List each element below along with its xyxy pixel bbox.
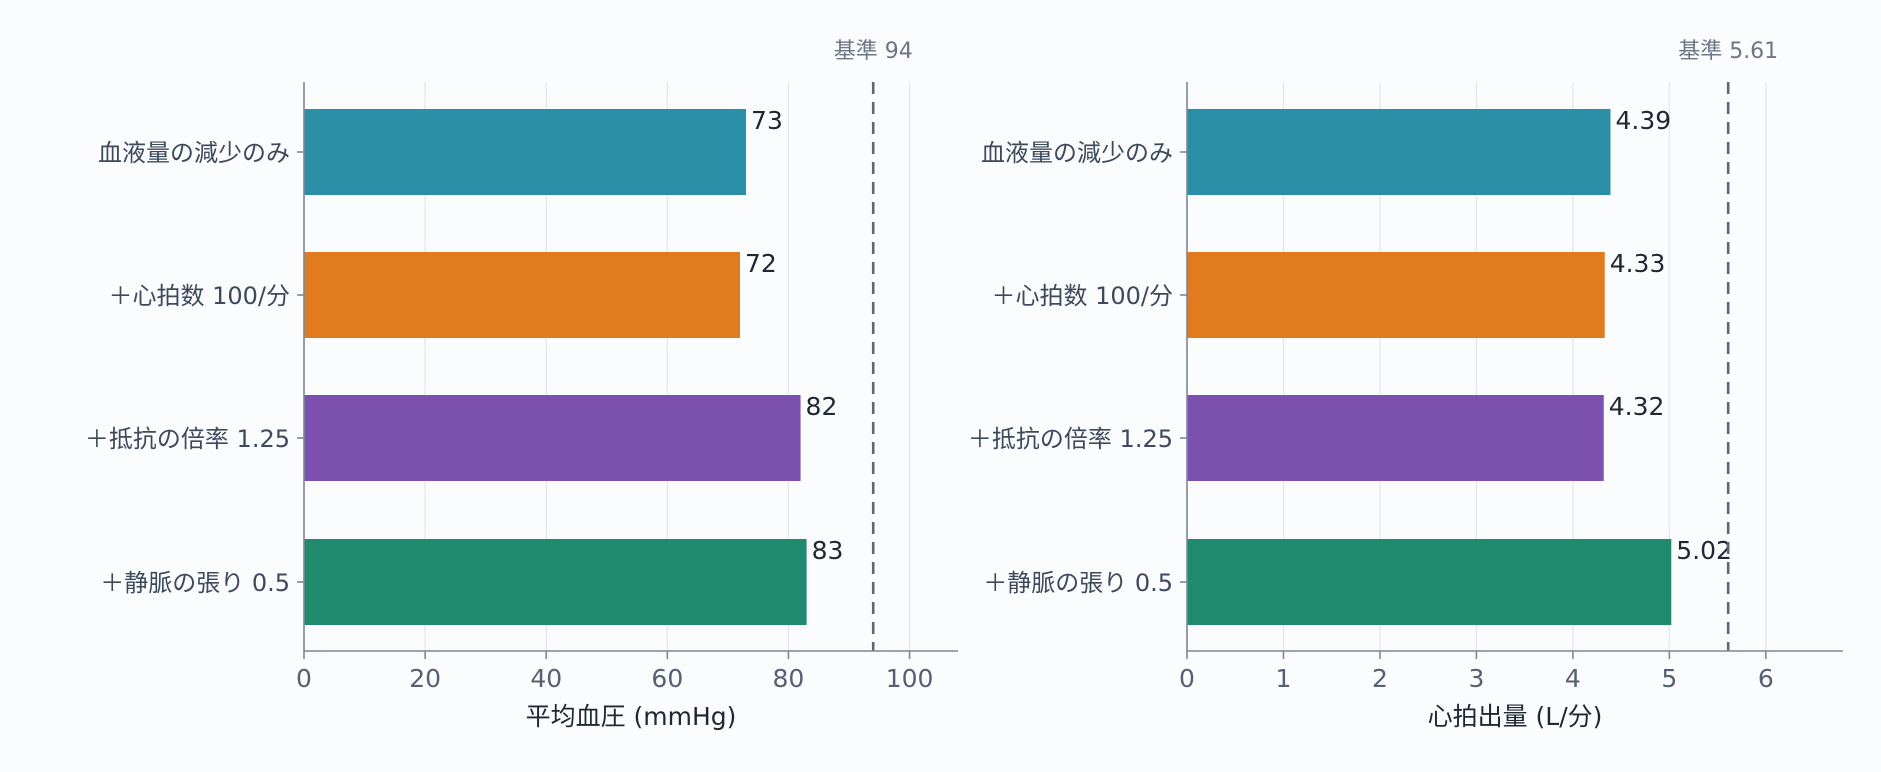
value-label: 4.39 (1616, 106, 1672, 135)
mean-arterial-pressure-panel: 血液量の減少のみ 73 ＋心拍数 100/分 72 ＋抵抗の倍率 1.25 82 ＋静脈の張… (85, 39, 958, 731)
value-label: 83 (812, 536, 844, 565)
value-label: 5.02 (1676, 536, 1732, 565)
bar (304, 252, 740, 338)
bar (304, 395, 801, 481)
x-axis-label: 心拍出量 (L/分) (1428, 702, 1603, 731)
category-label: ＋心拍数 100/分 (108, 282, 290, 310)
category-label: 血液量の減少のみ (981, 139, 1173, 167)
x-tick-label: 5 (1661, 664, 1677, 693)
category-label: ＋抵抗の倍率 1.25 (968, 425, 1173, 453)
bar (304, 539, 807, 625)
value-label: 4.33 (1610, 249, 1666, 278)
value-label: 73 (751, 106, 783, 135)
x-tick-label: 6 (1758, 664, 1774, 693)
bar (1187, 252, 1605, 338)
reference-label: 基準 94 (834, 39, 913, 64)
value-label: 82 (806, 392, 838, 421)
category-label: ＋心拍数 100/分 (991, 282, 1173, 310)
bar (1187, 395, 1604, 481)
x-tick-label: 100 (886, 664, 934, 693)
x-tick-label: 60 (651, 664, 683, 693)
x-tick-label: 0 (1179, 664, 1195, 693)
x-tick-label: 2 (1372, 664, 1388, 693)
x-tick-label: 1 (1276, 664, 1292, 693)
bar (1187, 109, 1611, 195)
category-label: ＋静脈の張り 0.5 (983, 569, 1173, 597)
bar (1187, 539, 1672, 625)
x-tick-label: 40 (530, 664, 562, 693)
x-tick-label: 4 (1565, 664, 1581, 693)
category-label: ＋静脈の張り 0.5 (100, 569, 290, 597)
x-tick-label: 3 (1468, 664, 1484, 693)
reference-label: 基準 5.61 (1678, 39, 1778, 64)
x-axis-label: 平均血圧 (mmHg) (526, 702, 737, 731)
bar (304, 109, 747, 195)
x-tick-label: 20 (409, 664, 441, 693)
value-label: 4.32 (1609, 392, 1665, 421)
x-tick-label: 80 (773, 664, 805, 693)
cardiac-output-panel: 血液量の減少のみ 4.39 ＋心拍数 100/分 4.33 ＋抵抗の倍率 1.25 4.3… (968, 39, 1843, 731)
value-label: 72 (745, 249, 777, 278)
x-tick-label: 0 (296, 664, 312, 693)
category-label: 血液量の減少のみ (98, 139, 290, 167)
category-label: ＋抵抗の倍率 1.25 (85, 425, 290, 453)
